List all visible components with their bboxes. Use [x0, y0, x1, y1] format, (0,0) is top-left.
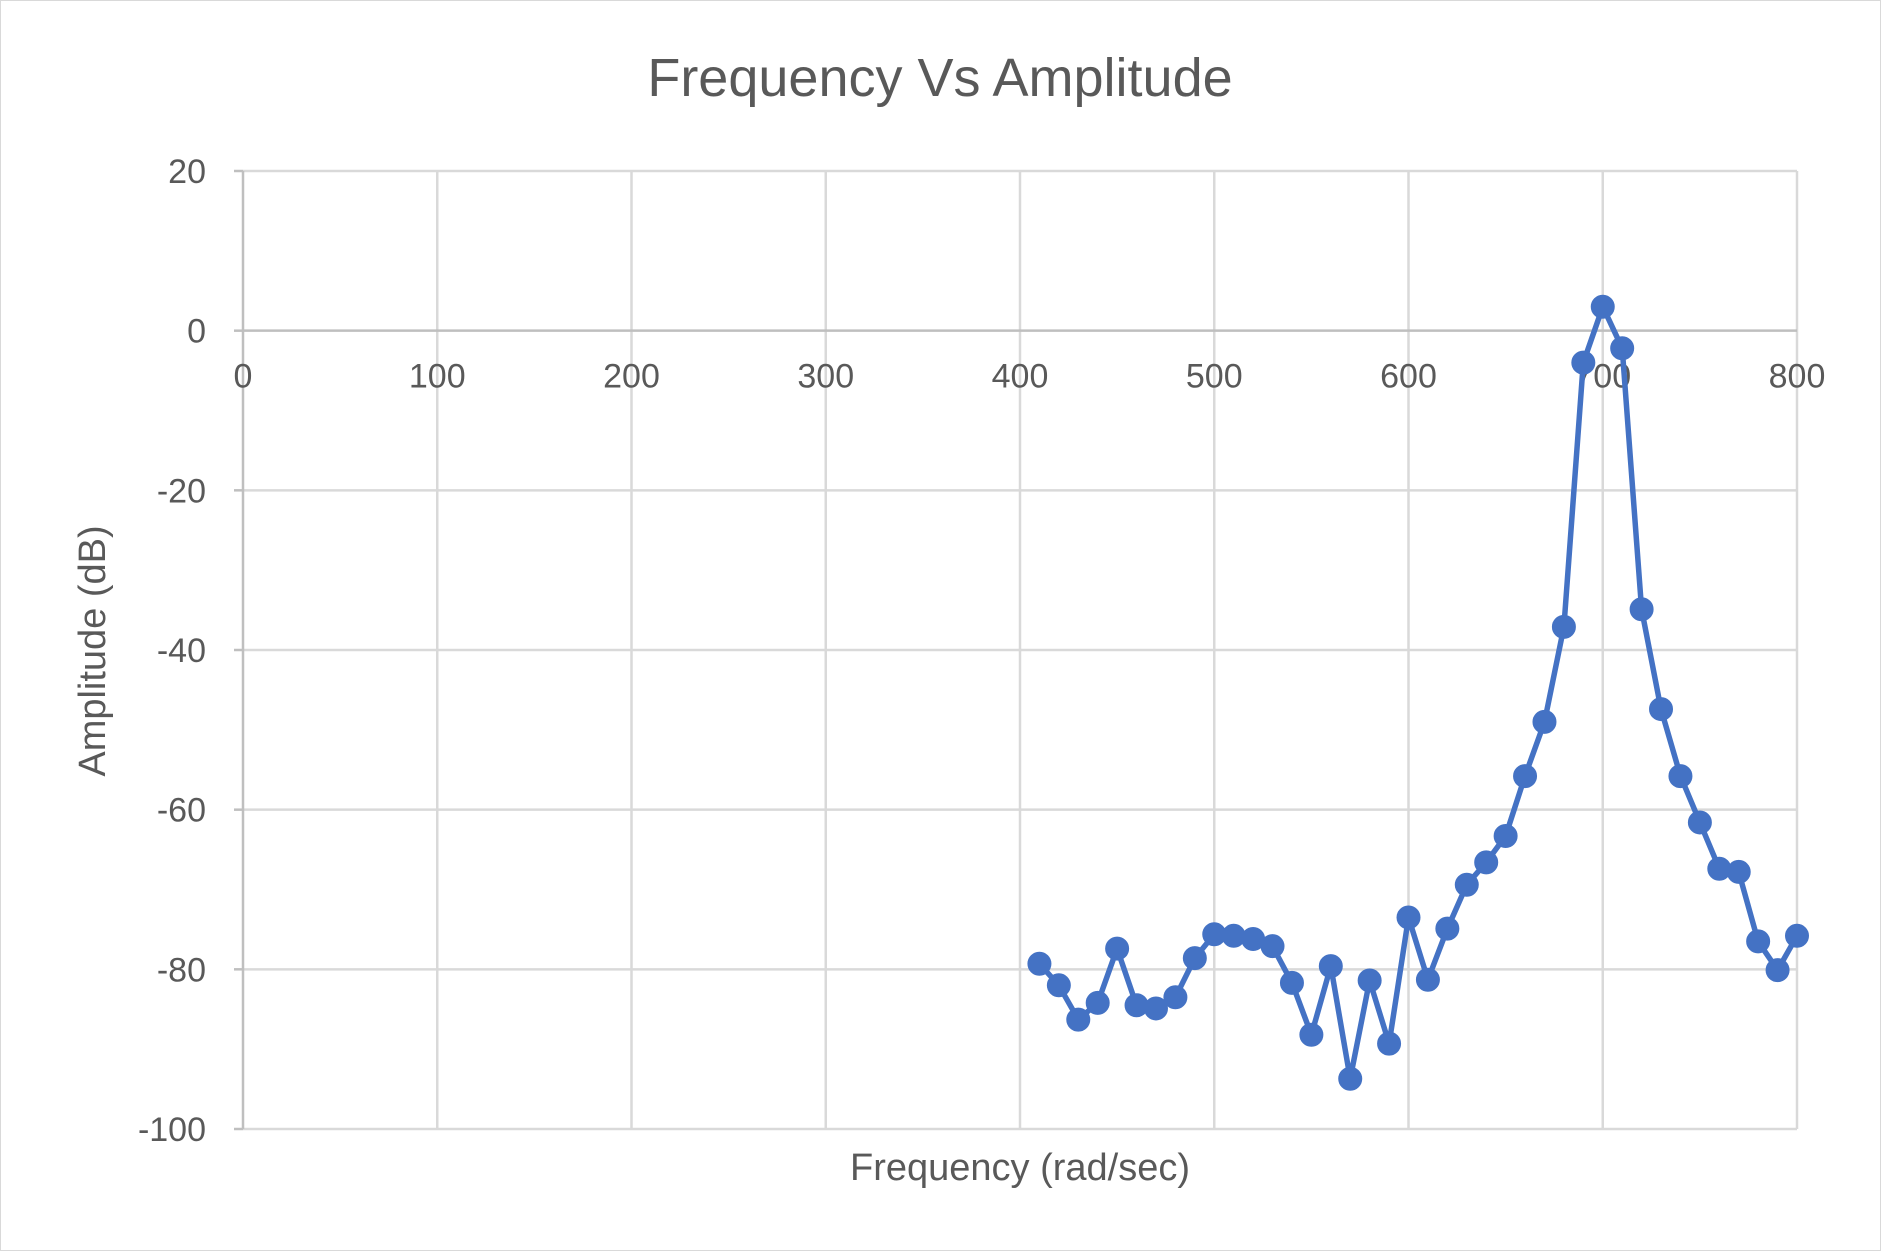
data-point	[1765, 958, 1790, 983]
x-tick-label: 200	[603, 358, 660, 396]
data-point	[1182, 946, 1207, 971]
y-tick-label: 0	[187, 313, 206, 351]
x-tick-label: 0	[234, 358, 253, 396]
x-tick-label: 400	[992, 358, 1049, 396]
data-point	[1532, 709, 1557, 734]
data-point	[1318, 954, 1343, 979]
y-tick-labels: 20 0 -20 -40 -60 -80 -100	[138, 153, 206, 1149]
data-point	[1221, 923, 1246, 948]
chart-title: Frequency Vs Amplitude	[647, 48, 1232, 108]
x-axis-title: Frequency (rad/sec)	[850, 1147, 1190, 1189]
data-series	[1027, 294, 1809, 1091]
data-point	[1338, 1066, 1363, 1091]
data-point	[1435, 916, 1460, 941]
data-point	[1027, 951, 1052, 976]
x-tick-label: 600	[1380, 358, 1437, 396]
data-point	[1474, 850, 1499, 875]
x-tick-label: 500	[1186, 358, 1243, 396]
data-point	[1726, 859, 1751, 884]
data-point	[1377, 1031, 1402, 1056]
data-point	[1610, 336, 1635, 361]
data-point	[1668, 764, 1693, 789]
data-point	[1357, 968, 1382, 993]
data-point	[1746, 929, 1771, 954]
y-tick-label: -100	[138, 1111, 206, 1149]
y-tick-label: -80	[157, 951, 206, 989]
data-point	[1785, 923, 1809, 948]
data-point	[1299, 1022, 1324, 1047]
data-point	[1415, 967, 1440, 992]
data-point	[1124, 993, 1149, 1018]
x-tick-label: 100	[409, 358, 466, 396]
data-point	[1396, 905, 1421, 930]
data-point	[1454, 872, 1479, 897]
data-point	[1046, 973, 1071, 998]
y-tick-label: 20	[168, 153, 206, 191]
y-axis-title: Amplitude (dB)	[72, 525, 114, 776]
data-point	[1590, 294, 1615, 319]
data-point	[1260, 934, 1285, 959]
data-point	[1085, 990, 1110, 1015]
data-point	[1629, 597, 1654, 622]
data-point	[1105, 936, 1130, 961]
y-tick-label: -60	[157, 792, 206, 830]
data-point	[1571, 350, 1596, 375]
data-point	[1279, 970, 1304, 995]
data-point	[1649, 697, 1674, 722]
y-tick-label: -20	[157, 472, 206, 510]
data-point	[1707, 856, 1732, 881]
x-tick-label: 800	[1769, 358, 1826, 396]
axes	[234, 169, 1797, 1131]
data-point	[1066, 1007, 1091, 1032]
data-point	[1163, 985, 1188, 1010]
data-point	[1687, 810, 1712, 835]
x-tick-labels: 0 100 200 300 400 500 600 700 800	[234, 358, 1826, 396]
y-tick-label: -40	[157, 632, 206, 670]
data-point	[1143, 996, 1168, 1021]
x-tick-label: 300	[797, 358, 854, 396]
gridlines	[243, 169, 1799, 1131]
data-point	[1513, 764, 1538, 789]
series-line	[1037, 303, 1800, 1082]
data-point	[1551, 614, 1576, 639]
data-point	[1493, 824, 1518, 849]
